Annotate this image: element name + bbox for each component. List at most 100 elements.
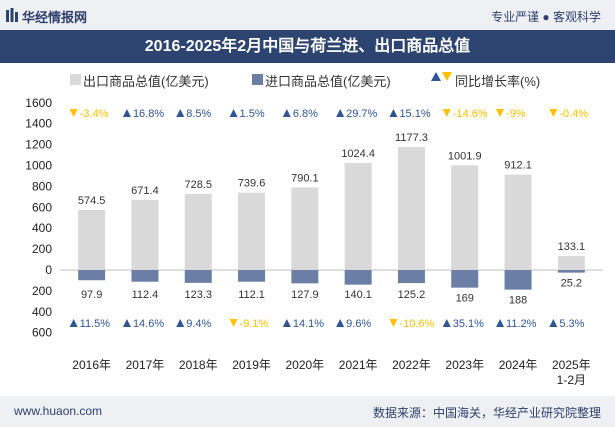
import-growth-label: 9.6% (346, 318, 371, 330)
import-bar (78, 270, 106, 281)
import-value-label: 127.9 (291, 289, 319, 301)
import-value-label: 188 (509, 295, 527, 307)
import-growth-arrow-up-icon (176, 319, 185, 327)
import-growth-label: 11.5% (80, 318, 111, 330)
export-growth-arrow-down-icon (442, 109, 451, 117)
export-growth-arrow-up-icon (122, 109, 131, 117)
brand-logo-icon (6, 8, 18, 22)
data-source: 数据来源：中国海关，华经产业研究院整理 (372, 406, 601, 420)
export-value-label: 912.1 (504, 160, 532, 172)
y-tick-label: 200 (32, 284, 52, 298)
export-value-label: 790.1 (291, 172, 319, 184)
import-growth-label: 9.4% (186, 318, 211, 330)
export-growth-arrow-up-icon (389, 109, 398, 117)
export-bar (557, 256, 585, 270)
export-value-label: 671.4 (131, 185, 159, 197)
x-tick-label: 2016年 (72, 358, 111, 372)
export-bar (291, 187, 319, 270)
import-bar (131, 270, 159, 282)
x-tick-label: 2023年 (445, 358, 484, 372)
import-value-label: 25.2 (561, 278, 582, 290)
export-bar (238, 192, 266, 270)
export-growth-label: 29.7% (346, 108, 377, 120)
import-growth-arrow-down-icon (389, 319, 398, 327)
import-growth-arrow-up-icon (336, 319, 345, 327)
export-growth-arrow-down-icon (496, 109, 505, 117)
import-growth-label: -9.1% (240, 318, 269, 330)
export-bar (344, 162, 372, 270)
export-growth-label: 6.8% (293, 108, 318, 120)
x-tick-label: 2024年 (499, 358, 538, 372)
import-growth-label: 14.1% (293, 318, 324, 330)
import-growth-label: -10.6% (399, 318, 434, 330)
y-tick-label: 400 (32, 221, 52, 235)
x-tick-label: 2020年 (285, 358, 324, 372)
export-value-label: 728.5 (184, 179, 212, 191)
legend-import-swatch (252, 74, 263, 85)
footer-bar: www.huaon.com 数据来源：中国海关，华经产业研究院整理 (0, 396, 615, 427)
import-growth-arrow-up-icon (122, 319, 131, 327)
website-url: www.huaon.com (14, 404, 103, 418)
title-bar: 2016-2025年2月中国与荷兰进、出口商品总值 (0, 30, 615, 63)
import-growth-arrow-up-icon (442, 319, 451, 327)
export-growth-arrow-up-icon (336, 109, 345, 117)
export-value-label: 739.6 (238, 178, 266, 190)
export-growth-label: -9% (506, 108, 526, 120)
export-bar (451, 165, 479, 270)
import-bar (238, 270, 266, 282)
y-tick-label: 800 (32, 179, 52, 193)
y-tick-label: 1200 (25, 138, 52, 152)
import-growth-arrow-up-icon (549, 319, 558, 327)
import-bar (397, 270, 425, 284)
import-growth-label: 14.6% (133, 318, 164, 330)
y-tick-label: 1000 (25, 159, 52, 173)
import-value-label: 140.1 (344, 289, 372, 301)
import-value-label: 123.3 (184, 289, 212, 301)
y-tick-label: 0 (45, 263, 52, 277)
export-bar (131, 199, 159, 270)
top-bar: 华经情报网 专业严谨 ● 客观科学 (0, 0, 615, 30)
import-value-label: 97.9 (81, 289, 102, 301)
export-growth-arrow-up-icon (176, 109, 185, 117)
export-growth-label: -3.4% (80, 108, 109, 120)
y-tick-label: 600 (32, 326, 52, 340)
export-value-label: 1024.4 (341, 148, 375, 160)
import-growth-arrow-up-icon (282, 319, 291, 327)
export-bar (397, 146, 425, 270)
x-tick-label: 2018年 (179, 358, 218, 372)
export-growth-label: -14.6% (453, 108, 488, 120)
y-tick-label: 600 (32, 200, 52, 214)
export-growth-label: 16.8% (133, 108, 164, 120)
import-growth-label: 5.3% (559, 318, 584, 330)
export-growth-label: 8.5% (186, 108, 211, 120)
tagline: 专业严谨 ● 客观科学 (491, 10, 601, 24)
import-bar (344, 270, 372, 285)
import-bar (557, 270, 585, 273)
export-growth-label: -0.4% (559, 108, 588, 120)
x-tick-label: 2022年 (392, 358, 431, 372)
legend-import-label: 进口商品总值(亿美元) (265, 74, 391, 89)
export-value-label: 574.5 (78, 195, 106, 207)
export-growth-arrow-down-icon (69, 109, 78, 117)
x-tick-label: 1-2月 (557, 373, 586, 387)
export-growth-arrow-down-icon (549, 109, 558, 117)
y-tick-label: 1600 (25, 96, 52, 110)
export-bar (184, 193, 212, 270)
import-growth-arrow-up-icon (496, 319, 505, 327)
export-value-label: 133.1 (558, 241, 586, 253)
legend-export-swatch (70, 74, 81, 85)
y-tick-label: 400 (32, 305, 52, 319)
export-growth-arrow-up-icon (282, 109, 291, 117)
x-tick-label: 2021年 (339, 358, 378, 372)
export-bar (504, 174, 532, 270)
brand-name: 华经情报网 (22, 10, 88, 25)
import-value-label: 125.2 (398, 289, 426, 301)
x-tick-label: 2017年 (126, 358, 165, 372)
import-bar (451, 270, 479, 288)
legend-export-label: 出口商品总值(亿美元) (83, 74, 209, 89)
import-growth-label: 35.1% (453, 318, 484, 330)
import-value-label: 169 (456, 293, 474, 305)
import-value-label: 112.1 (238, 289, 265, 301)
export-value-label: 1177.3 (395, 132, 428, 144)
